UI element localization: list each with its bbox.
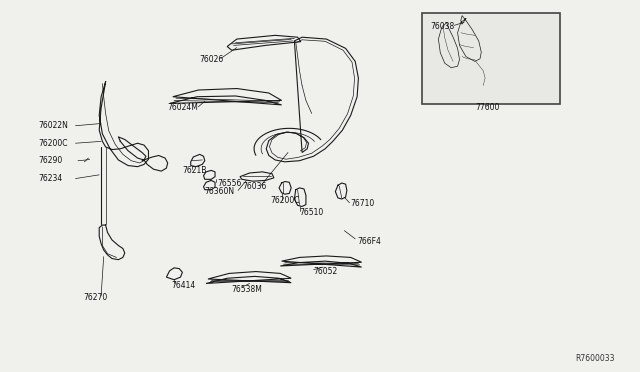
Text: 76414: 76414: [172, 281, 196, 290]
Text: 76290: 76290: [38, 156, 63, 165]
Text: 76538M: 76538M: [232, 285, 262, 294]
Text: 76510: 76510: [300, 208, 324, 217]
Text: 76710: 76710: [351, 199, 375, 208]
Text: 766F4: 766F4: [357, 237, 381, 246]
Text: 76022N: 76022N: [38, 121, 68, 130]
Text: 76556: 76556: [218, 179, 242, 187]
Text: 76234: 76234: [38, 174, 63, 183]
Text: 76360N: 76360N: [205, 187, 235, 196]
Text: 7621B: 7621B: [182, 166, 207, 174]
Text: 77600: 77600: [476, 103, 500, 112]
Text: 76052: 76052: [314, 267, 338, 276]
FancyBboxPatch shape: [422, 13, 560, 104]
Text: 76038: 76038: [430, 22, 454, 31]
Text: 76026: 76026: [200, 55, 224, 64]
Text: R7600033: R7600033: [575, 354, 614, 363]
Text: 76270: 76270: [83, 293, 108, 302]
Text: 76024M: 76024M: [168, 103, 198, 112]
Text: 76200C: 76200C: [38, 139, 68, 148]
Text: 76200C: 76200C: [270, 196, 300, 205]
Text: 76036: 76036: [242, 182, 266, 191]
